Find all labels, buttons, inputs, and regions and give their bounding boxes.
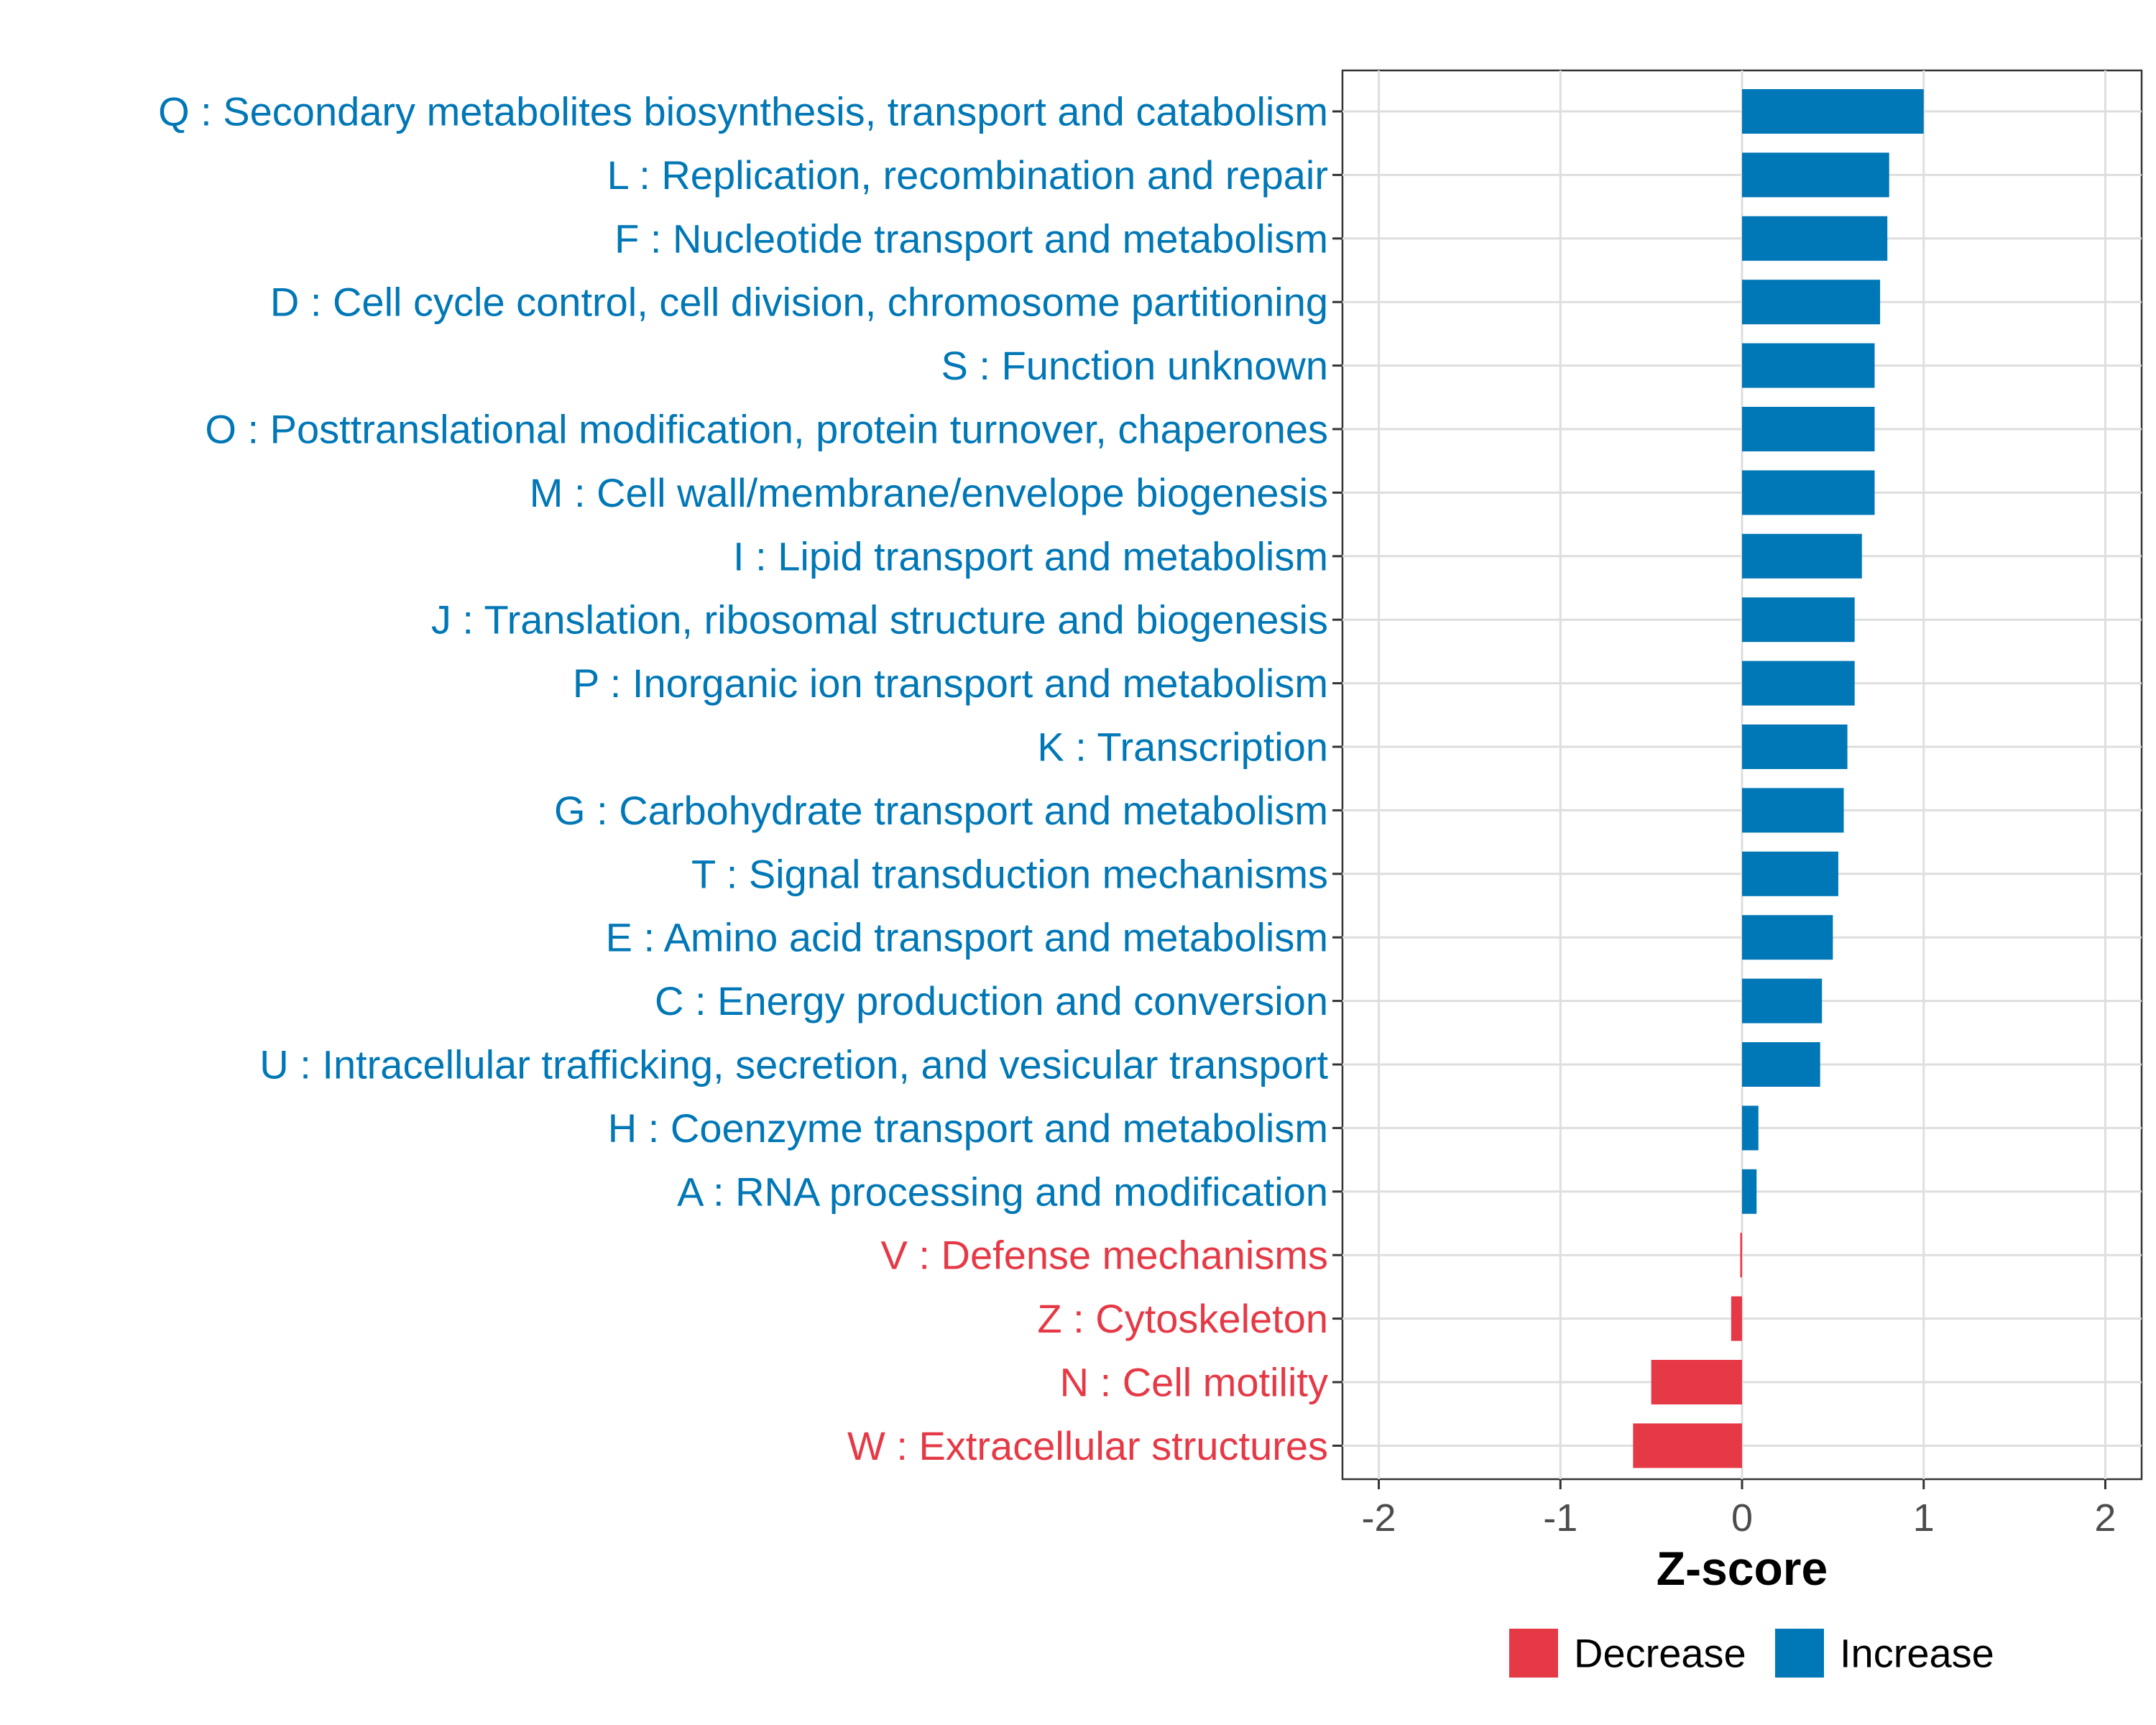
category-label: N : Cell motility bbox=[1060, 1360, 1328, 1405]
category-label: Z : Cytoskeleton bbox=[1037, 1296, 1328, 1341]
category-label: O : Posttranslational modification, prot… bbox=[205, 407, 1328, 452]
legend-swatch bbox=[1775, 1629, 1824, 1678]
bar bbox=[1742, 1042, 1820, 1087]
x-tick-label: 0 bbox=[1731, 1496, 1753, 1540]
category-label: Q : Secondary metabolites biosynthesis, … bbox=[158, 89, 1328, 134]
bar bbox=[1742, 851, 1838, 896]
category-label: G : Carbohydrate transport and metabolis… bbox=[554, 788, 1328, 833]
bar bbox=[1740, 1233, 1742, 1278]
x-tick-label: 1 bbox=[1913, 1496, 1935, 1540]
category-label: K : Transcription bbox=[1037, 724, 1328, 770]
bar bbox=[1742, 1105, 1759, 1151]
bar bbox=[1742, 724, 1848, 769]
category-label: F : Nucleotide transport and metabolism bbox=[614, 216, 1328, 261]
bar bbox=[1651, 1360, 1742, 1404]
x-tick-label: -2 bbox=[1362, 1496, 1396, 1540]
category-label: V : Defense mechanisms bbox=[881, 1233, 1328, 1278]
legend: Decrease Increase bbox=[1509, 1629, 1994, 1678]
category-label: M : Cell wall/membrane/envelope biogenes… bbox=[530, 470, 1328, 515]
bar bbox=[1742, 915, 1833, 960]
category-labels: Q : Secondary metabolites biosynthesis, … bbox=[158, 89, 1328, 1468]
x-axis-title: Z-score bbox=[1657, 1542, 1828, 1595]
x-axis-ticks: -2 -1 0 1 2 bbox=[1362, 1479, 2116, 1540]
legend-swatch bbox=[1509, 1629, 1558, 1678]
category-label: P : Inorganic ion transport and metaboli… bbox=[573, 661, 1328, 706]
bar bbox=[1742, 152, 1889, 198]
legend-label: Decrease bbox=[1574, 1631, 1746, 1676]
bar bbox=[1742, 978, 1823, 1024]
x-tick-label: -1 bbox=[1543, 1496, 1577, 1540]
bars bbox=[1633, 89, 1924, 1468]
bar bbox=[1742, 788, 1844, 833]
bar bbox=[1742, 1169, 1757, 1214]
legend-label: Increase bbox=[1840, 1631, 1994, 1676]
bar bbox=[1731, 1296, 1742, 1341]
x-tick-label: 2 bbox=[2094, 1496, 2116, 1540]
category-label: C : Energy production and conversion bbox=[655, 978, 1328, 1024]
category-label: U : Intracellular trafficking, secretion… bbox=[259, 1042, 1328, 1087]
category-label: L : Replication, recombination and repai… bbox=[607, 152, 1328, 198]
category-label: H : Coenzyme transport and metabolism bbox=[608, 1105, 1328, 1151]
y-axis-ticks bbox=[1332, 110, 1342, 1447]
bar bbox=[1742, 533, 1862, 579]
bar bbox=[1742, 216, 1888, 261]
category-label: W : Extracellular structures bbox=[847, 1423, 1328, 1468]
category-label: D : Cell cycle control, cell division, c… bbox=[270, 280, 1328, 325]
bar bbox=[1742, 89, 1924, 134]
category-label: A : RNA processing and modification bbox=[677, 1169, 1328, 1214]
bar bbox=[1633, 1423, 1742, 1468]
bar bbox=[1742, 280, 1881, 325]
category-label: T : Signal transduction mechanisms bbox=[691, 851, 1328, 896]
category-label: S : Function unknown bbox=[941, 343, 1328, 388]
bar bbox=[1742, 470, 1875, 515]
bar bbox=[1742, 661, 1855, 706]
category-label: J : Translation, ribosomal structure and… bbox=[431, 597, 1328, 643]
category-label: E : Amino acid transport and metabolism bbox=[606, 915, 1328, 960]
bar bbox=[1742, 597, 1855, 643]
bar bbox=[1742, 343, 1875, 388]
category-label: I : Lipid transport and metabolism bbox=[733, 533, 1328, 579]
bar bbox=[1742, 407, 1875, 451]
